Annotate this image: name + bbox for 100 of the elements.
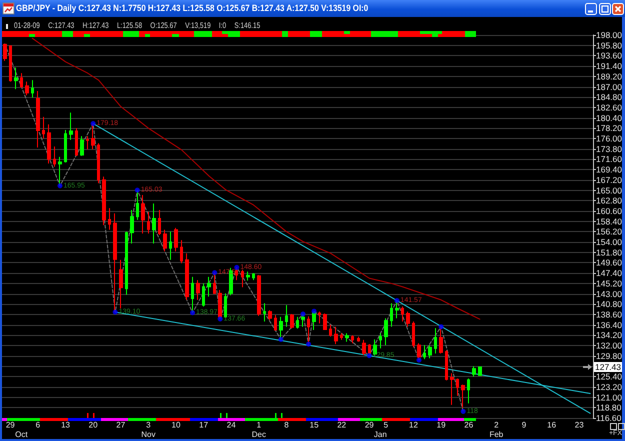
candlestick: [141, 194, 145, 234]
y-tick-label: 136.40: [596, 320, 622, 330]
candlestick: [318, 311, 321, 324]
candlestick: [257, 274, 261, 316]
candlestick: [152, 202, 156, 244]
point: [300, 312, 306, 317]
y-tick-label: 195.80: [596, 40, 622, 50]
candlestick: [53, 146, 56, 168]
candlestick: [296, 316, 299, 330]
y-tick-label: 165.00: [596, 185, 622, 196]
y-tick-label: 129.80: [596, 350, 622, 361]
x-tick-label: 29: [6, 420, 16, 430]
candlestick: [130, 210, 134, 244]
point: [112, 310, 118, 315]
candlestick: [80, 136, 84, 156]
y-tick-label: 162.80: [596, 196, 622, 206]
candlestick: [102, 176, 106, 226]
y-tick-label: 182.60: [596, 102, 622, 112]
candlestick: [31, 80, 34, 98]
candlestick: [25, 81, 29, 96]
point: [312, 308, 317, 314]
point: [134, 188, 140, 193]
x-tick-label: 6: [36, 420, 41, 430]
candlestick: [58, 156, 62, 186]
y-tick-label: 123.20: [596, 382, 622, 392]
point: [438, 324, 444, 330]
candlestick: [185, 252, 189, 300]
point: [460, 408, 466, 414]
y-tick-label: 171.60: [596, 154, 622, 164]
candlestick: [113, 212, 117, 313]
candlestick: [279, 316, 283, 340]
x-tick-label: 24: [226, 420, 236, 430]
y-tick-label: 193.60: [596, 50, 622, 61]
x-tick-label: 29: [364, 420, 374, 430]
y-tick-label: 184.80: [596, 92, 622, 102]
candlestick: [252, 272, 255, 281]
candlestick: [461, 384, 465, 408]
chart-title: GBP/JPY - Daily C:127.43 N:1.7750 H:127.43 L:125.58 O:125.67 B:127.43 A:127.50 V:13519 OI:0: [16, 2, 368, 14]
chart-subtitle: 01-28-09 C:127.43 H:127.43 L:125.58 O:125.67 V:13,519 I:0 S:146.15: [14, 21, 260, 31]
point: [306, 342, 312, 347]
candlestick: [478, 366, 482, 376]
candlestick: [395, 300, 399, 319]
point: [416, 358, 422, 363]
y-tick-label: 198.00: [596, 30, 622, 40]
x-tick-label: 9: [522, 420, 527, 430]
candlestick: [158, 210, 161, 236]
x-tick-label: 20: [88, 420, 98, 430]
y-tick-label: 154.00: [596, 237, 622, 248]
x-tick-label: 17: [199, 420, 209, 430]
candlestick: [163, 229, 167, 252]
candlestick: [202, 282, 205, 307]
y-tick-label: 138.60: [596, 309, 622, 320]
candlestick: [379, 332, 382, 349]
candlestick: [196, 280, 200, 300]
x-tick-label: 27: [116, 420, 126, 430]
candlestick: [445, 350, 448, 381]
candlestick: [290, 314, 294, 330]
candlestick: [20, 72, 23, 88]
y-tick-label: 132.00: [596, 340, 622, 351]
candlestick: [147, 211, 150, 234]
y-tick-label: 180.40: [596, 112, 622, 123]
x-tick-label: 2 Feb: [489, 420, 504, 439]
x-tick-label: 26: [464, 420, 474, 430]
y-tick-label: 189.20: [596, 71, 622, 82]
x-tick-label: 1 Dec: [252, 420, 266, 439]
x-tick-label: 15: [310, 420, 320, 430]
point: [90, 121, 96, 126]
y-tick-label: 121.00: [596, 392, 622, 402]
candlestick: [69, 112, 73, 140]
candlestick: [345, 332, 349, 342]
candlestick: [86, 136, 89, 150]
candlestick: [406, 311, 410, 328]
candlestick: [241, 269, 244, 288]
y-tick-label: 167.20: [596, 174, 622, 185]
point: [366, 353, 372, 358]
candlestick: [450, 372, 454, 406]
annotation: 127.43: [594, 362, 622, 372]
y-tick-label: 147.40: [596, 268, 622, 278]
candlestick: [274, 314, 277, 331]
candlestick: [390, 302, 393, 328]
x-tick-label: 3 Nov: [141, 420, 156, 439]
candlestick: [439, 326, 443, 354]
candlestick: [423, 344, 426, 360]
x-tick-label: 16: [547, 420, 557, 430]
y-tick-label: 173.80: [596, 144, 622, 154]
candlestick: [357, 336, 360, 342]
candlestick: [434, 328, 437, 354]
candlestick: [75, 128, 78, 156]
x-tick-label: Oct: [15, 430, 28, 439]
y-tick-label: 160.60: [596, 206, 622, 216]
candlestick: [362, 339, 366, 356]
y-tick-label: 125.40: [596, 372, 622, 382]
candlestick: [351, 334, 354, 344]
candlestick: [472, 366, 476, 378]
x-tick-label: 22: [337, 420, 347, 430]
x-tick-label: 23: [574, 420, 584, 430]
candlestick: [9, 44, 12, 82]
y-tick-label: 156.20: [596, 226, 622, 237]
candlestick: [169, 231, 172, 260]
candlestick: [119, 259, 123, 309]
